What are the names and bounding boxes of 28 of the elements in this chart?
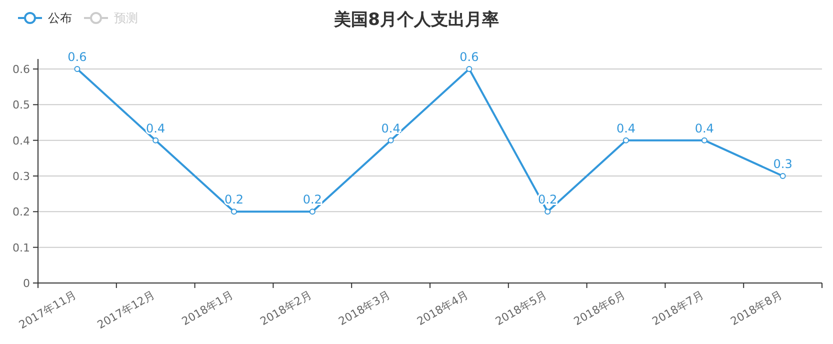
point <box>466 66 472 72</box>
y-tick-label: 0.4 <box>12 134 30 148</box>
point <box>74 66 80 72</box>
chart-title: 美国8月个人支出月率 <box>333 10 499 30</box>
legend-label: 公布 <box>48 11 72 25</box>
point <box>309 208 316 215</box>
data-label: 0.2 <box>224 192 244 207</box>
point <box>701 137 708 144</box>
data-label: 0.4 <box>616 121 636 136</box>
y-tick-label: 0.6 <box>12 63 30 76</box>
data-label: 0.4 <box>146 121 166 136</box>
y-tick-label: 0.3 <box>12 170 30 183</box>
y-tick-label: 0.2 <box>12 206 30 219</box>
data-label: 0.4 <box>694 121 714 136</box>
point <box>231 208 237 215</box>
data-label: 0.3 <box>773 157 792 171</box>
point <box>152 137 159 144</box>
point <box>544 208 551 215</box>
y-tick-label: 0 <box>23 277 30 290</box>
data-label: 0.2 <box>302 192 322 207</box>
point <box>780 173 786 179</box>
y-tick-label: 0.5 <box>12 98 30 112</box>
data-label: 0.4 <box>381 121 400 136</box>
point <box>388 137 394 144</box>
point <box>623 137 629 144</box>
data-label: 0.6 <box>460 50 479 64</box>
data-label: 0.6 <box>68 50 87 64</box>
y-tick-label: 0.1 <box>12 241 30 254</box>
